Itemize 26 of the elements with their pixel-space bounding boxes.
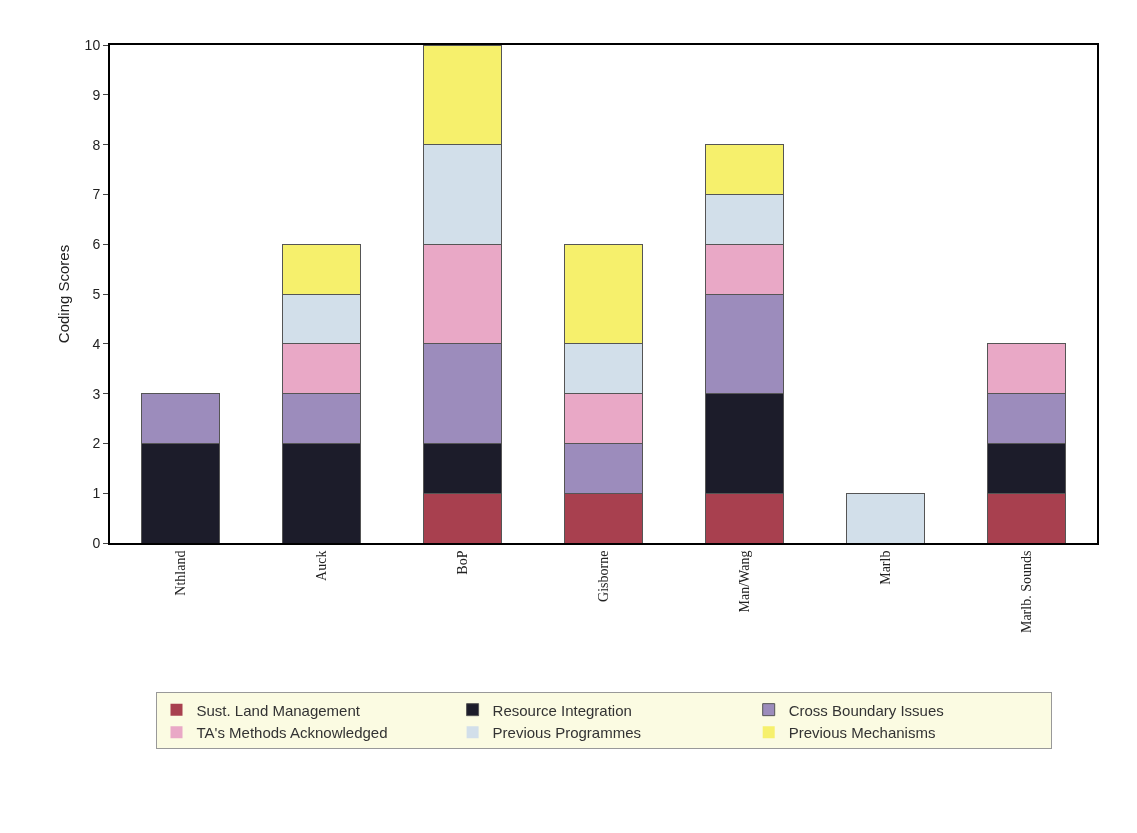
y-tick-label: 7 xyxy=(92,186,101,203)
y-tick-label: 1 xyxy=(92,485,101,502)
x-tick-label: Auck xyxy=(314,550,330,581)
legend-label: TA's Methods Acknowledged xyxy=(196,724,388,741)
y-tick-label: 2 xyxy=(92,435,101,452)
legend-label: Resource Integration xyxy=(492,701,632,719)
bar xyxy=(846,492,925,543)
y-tick-label: 8 xyxy=(92,136,101,153)
legend-label: Previous Mechanisms xyxy=(788,724,936,741)
y-tick-label: 4 xyxy=(92,335,101,352)
y-axis-title: Coding Scores xyxy=(55,244,72,344)
y-tick-label: 9 xyxy=(92,86,101,103)
y-tick-label: 0 xyxy=(92,534,101,551)
x-tick-label: BoP xyxy=(455,550,471,575)
x-tick-label: Marlb xyxy=(878,550,894,585)
x-tick-label: Gisborne xyxy=(596,550,612,602)
legend-label: Previous Programmes xyxy=(492,724,641,741)
y-tick-label: 6 xyxy=(92,236,101,253)
x-tick-label: Nthland xyxy=(173,550,189,596)
legend-label: Cross Boundary Issues xyxy=(788,701,944,719)
x-tick-label: Marlb. Sounds xyxy=(1019,550,1035,634)
y-tick-label: 10 xyxy=(84,36,101,53)
y-tick-label: 5 xyxy=(92,285,101,302)
y-tick-label: 3 xyxy=(92,385,101,402)
legend-label: Sust. Land Management xyxy=(196,701,361,719)
x-tick-label: Man/Wang xyxy=(737,550,753,613)
